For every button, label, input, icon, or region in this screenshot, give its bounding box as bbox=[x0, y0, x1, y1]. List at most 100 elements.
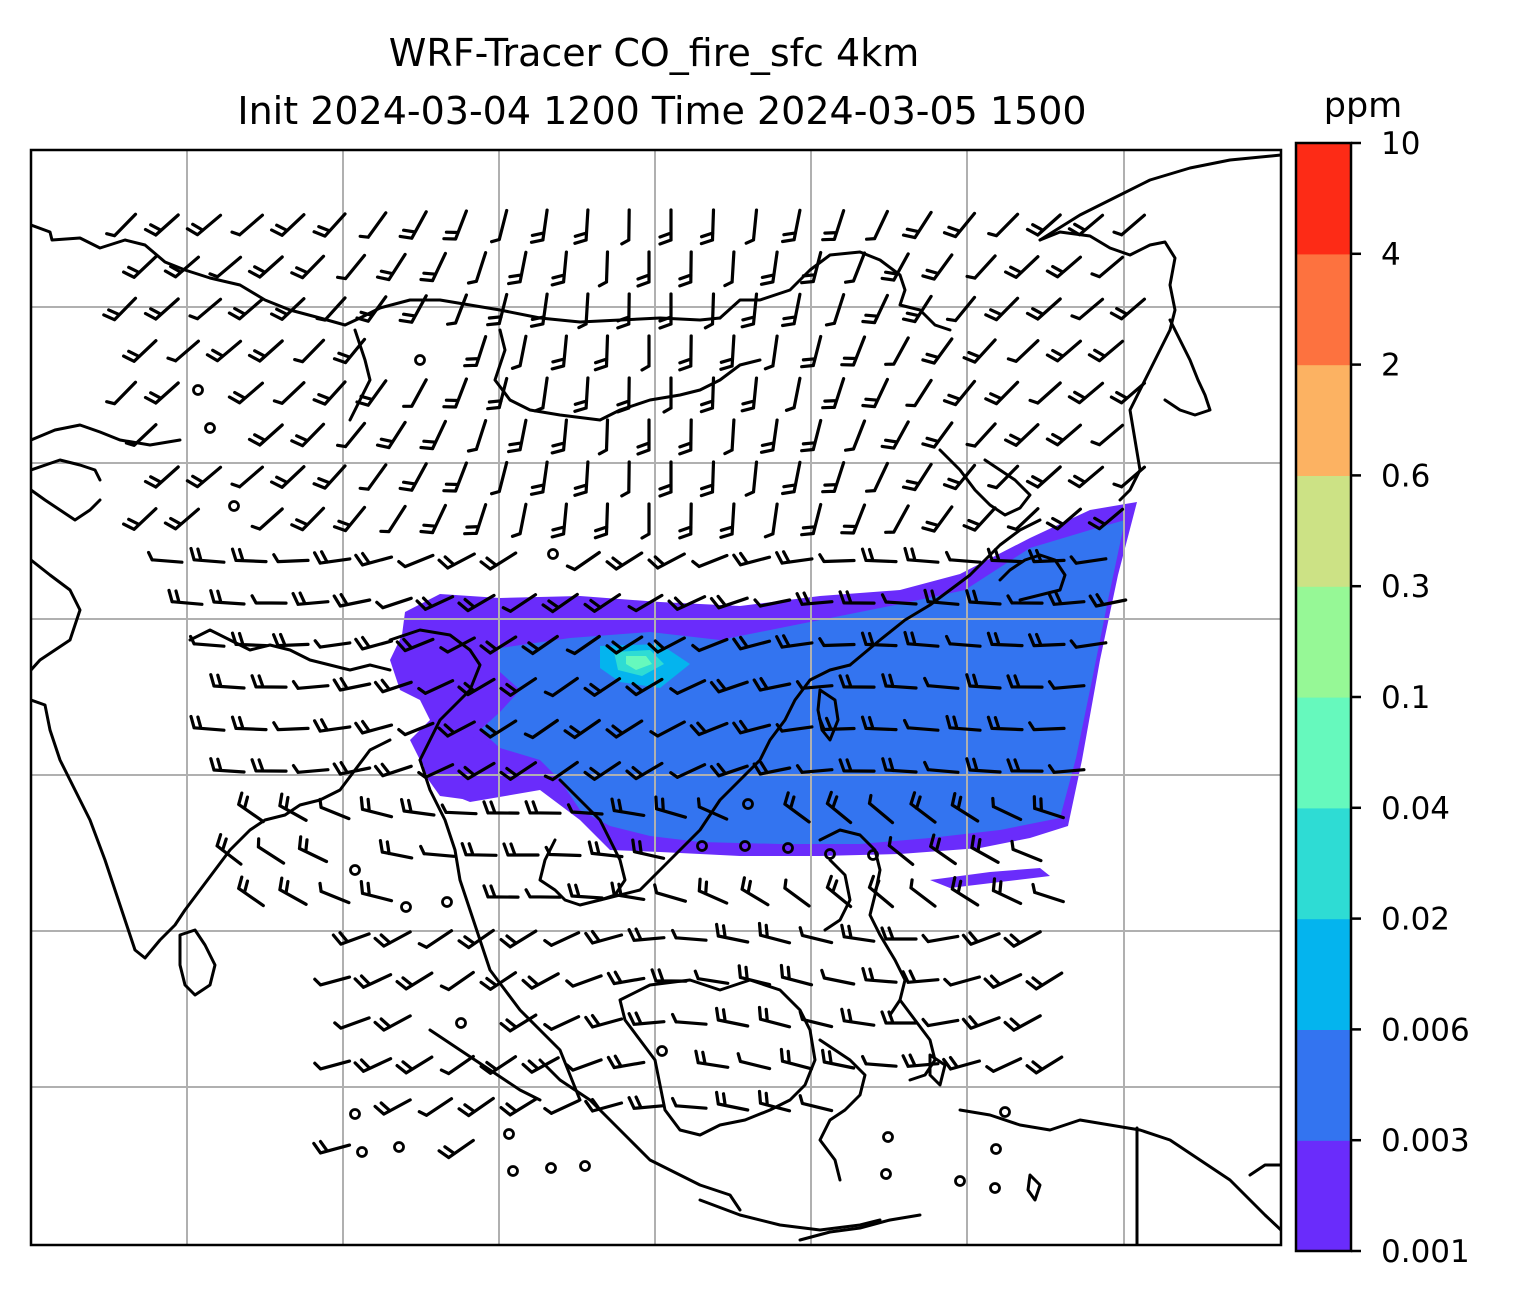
colorbar: ppm 0.001 0.003 0.006 0.02 0.04 0.1 0.3 0.6 2 4 10 bbox=[1294, 86, 1470, 1270]
wind-barb bbox=[293, 338, 326, 364]
wind-barb bbox=[795, 764, 834, 774]
wind-barb bbox=[1003, 1014, 1042, 1032]
wind-barb bbox=[373, 762, 413, 778]
wind-barb bbox=[230, 715, 268, 732]
wind-barb bbox=[740, 376, 759, 413]
calm-wind-marker bbox=[579, 1160, 591, 1172]
wind-barb bbox=[437, 720, 476, 738]
wind-barb bbox=[124, 423, 158, 447]
wind-barb bbox=[1006, 339, 1040, 363]
wind-barb bbox=[482, 884, 520, 899]
wind-barb bbox=[800, 250, 823, 285]
wind-barb bbox=[1006, 758, 1044, 773]
wind-barb bbox=[669, 763, 707, 779]
wind-barb bbox=[209, 673, 246, 690]
wind-barb bbox=[744, 460, 759, 497]
wind-barb bbox=[209, 589, 246, 606]
wind-barb bbox=[355, 379, 388, 407]
wind-barb bbox=[986, 547, 1024, 564]
wind-barb bbox=[610, 797, 646, 817]
wind-barb bbox=[379, 504, 407, 534]
title-line-2: Init 2024-03-04 1200 Time 2024-03-05 150… bbox=[237, 89, 1086, 133]
wind-barb bbox=[984, 380, 1020, 406]
wind-barb bbox=[105, 380, 138, 406]
wind-barb bbox=[667, 595, 707, 611]
calm-wind-marker bbox=[990, 1143, 1002, 1155]
wind-barb bbox=[189, 634, 226, 648]
wind-barb bbox=[1067, 213, 1105, 237]
wind-barb bbox=[691, 553, 729, 569]
wind-barb bbox=[737, 964, 772, 987]
wind-barb bbox=[1047, 591, 1086, 606]
wind-barb bbox=[825, 790, 853, 825]
wind-barb bbox=[1112, 465, 1146, 489]
gridlines bbox=[31, 150, 1281, 1245]
wind-barb bbox=[566, 803, 604, 816]
wind-barb bbox=[942, 379, 977, 407]
wind-barb bbox=[950, 792, 980, 823]
wind-barb bbox=[270, 297, 306, 321]
wind-barb bbox=[838, 758, 876, 773]
wind-barb bbox=[605, 635, 644, 655]
wind-barb bbox=[247, 255, 284, 279]
wind-barb bbox=[439, 1054, 475, 1076]
wind-barb bbox=[798, 926, 834, 945]
wind-barb bbox=[593, 502, 610, 540]
wind-barb bbox=[1090, 255, 1125, 279]
wind-barb bbox=[942, 211, 977, 239]
wind-barb bbox=[715, 1006, 750, 1028]
wind-barb bbox=[272, 721, 310, 732]
wind-barb bbox=[395, 971, 434, 991]
calm-wind-marker bbox=[999, 1106, 1011, 1118]
wind-barb bbox=[678, 334, 693, 372]
wind-barb bbox=[359, 796, 394, 819]
wind-barb bbox=[188, 297, 223, 321]
wind-barb bbox=[723, 250, 736, 288]
wind-barb bbox=[313, 639, 352, 649]
wind-barb bbox=[312, 212, 347, 238]
wind-barb bbox=[1047, 764, 1086, 774]
wind-barb bbox=[122, 255, 158, 279]
wind-barb bbox=[490, 460, 509, 496]
wind-barb bbox=[723, 418, 736, 456]
wind-barbs bbox=[102, 208, 1146, 1160]
wind-barb bbox=[983, 973, 1023, 989]
wind-barb bbox=[840, 923, 876, 943]
wind-barb bbox=[312, 464, 347, 490]
wind-barb bbox=[781, 208, 802, 244]
calm-wind-marker bbox=[696, 840, 708, 852]
wind-barb bbox=[884, 504, 910, 534]
wind-barb bbox=[375, 420, 407, 450]
colorbar-swatches bbox=[1296, 143, 1351, 1252]
colorbar-tick-label: 4 bbox=[1381, 237, 1401, 273]
wind-barb bbox=[640, 334, 651, 372]
calm-wind-marker bbox=[503, 1128, 515, 1140]
wind-barb bbox=[821, 209, 846, 242]
wind-barb bbox=[880, 926, 918, 941]
colorbar-swatch bbox=[1296, 475, 1351, 587]
wind-barb bbox=[795, 591, 834, 606]
wind-barb bbox=[880, 420, 910, 450]
wind-barb bbox=[901, 210, 933, 240]
wind-barb bbox=[691, 637, 729, 653]
wind-barb bbox=[507, 250, 528, 286]
wind-barb bbox=[550, 250, 568, 287]
wind-barb bbox=[395, 637, 435, 653]
wind-barb bbox=[1025, 1055, 1064, 1075]
wind-barb bbox=[901, 294, 933, 324]
wind-barb bbox=[440, 803, 478, 816]
wind-barb bbox=[709, 678, 749, 694]
wind-barb bbox=[880, 1010, 918, 1025]
wind-barb bbox=[358, 463, 388, 491]
wind-barb bbox=[398, 294, 428, 324]
wind-barb bbox=[437, 552, 476, 570]
wind-barb bbox=[903, 546, 940, 564]
wind-barb bbox=[256, 837, 286, 865]
wind-barb bbox=[442, 209, 468, 241]
wind-barb bbox=[550, 418, 568, 455]
colorbar-tick-label: 0.6 bbox=[1381, 458, 1430, 494]
calm-wind-marker bbox=[356, 1146, 368, 1158]
wind-barb bbox=[1028, 632, 1066, 648]
wind-barb bbox=[662, 376, 673, 414]
wind-barb bbox=[860, 547, 898, 564]
